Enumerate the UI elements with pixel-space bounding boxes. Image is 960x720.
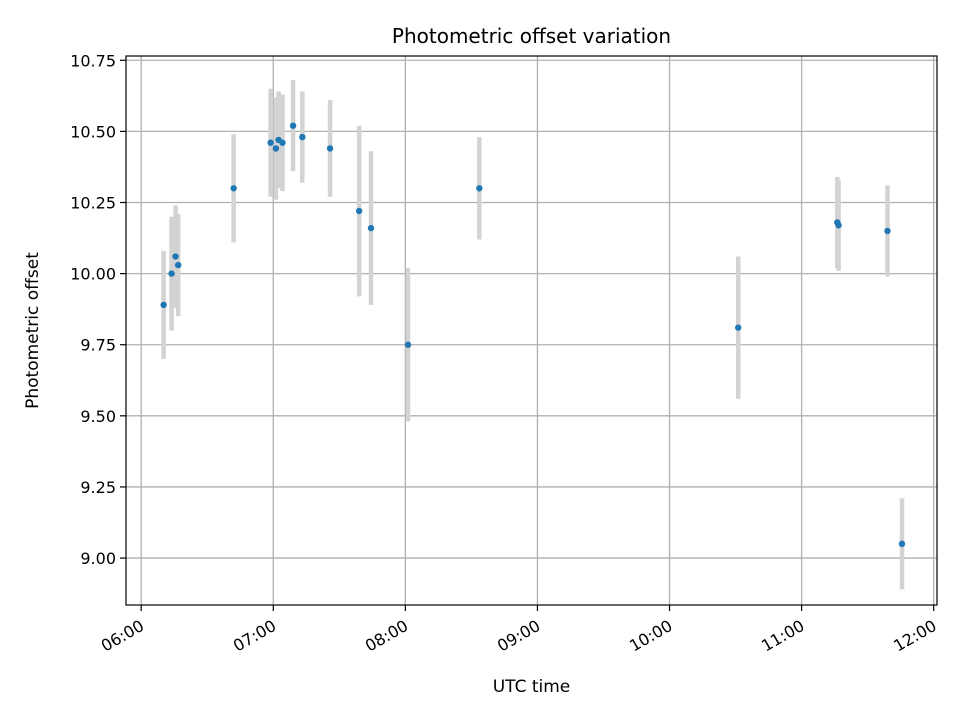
data-point: [279, 139, 286, 146]
data-point: [272, 145, 280, 152]
data-point: [172, 253, 179, 260]
y-tick-label: 9.50: [80, 407, 116, 426]
data-point: [835, 222, 842, 229]
y-axis-label: Photometric offset: [23, 252, 43, 409]
x-axis-label: UTC time: [493, 677, 571, 697]
data-point: [289, 122, 297, 129]
plot-area-frame: [125, 55, 938, 606]
data-point: [476, 185, 483, 192]
data-points: [160, 122, 906, 548]
data-point: [884, 227, 891, 235]
data-point: [168, 270, 175, 277]
data-point: [367, 224, 375, 232]
y-tick-label: 10.25: [70, 193, 116, 212]
data-point: [267, 139, 274, 146]
data-point: [355, 207, 363, 215]
y-tick-label: 9.75: [80, 336, 116, 355]
data-point: [160, 301, 167, 309]
data-point: [898, 540, 906, 548]
data-point: [326, 145, 334, 152]
data-point: [230, 185, 237, 192]
data-point: [735, 324, 742, 331]
y-tick-label: 10.50: [70, 122, 116, 141]
grid: [126, 56, 937, 605]
y-tick-label: 9.25: [80, 478, 116, 497]
y-tick-label: 9.00: [80, 549, 116, 568]
data-point: [299, 133, 306, 141]
y-axis-ticks: 9.00 9.25 9.50 9.75 10.00 10.25 10.50 10.75: [70, 51, 126, 568]
data-point: [174, 261, 182, 269]
data-point: [404, 341, 412, 348]
y-tick-label: 10.75: [70, 51, 116, 70]
y-tick-label: 10.00: [70, 265, 116, 284]
chart-title: Photometric offset variation: [392, 24, 671, 48]
